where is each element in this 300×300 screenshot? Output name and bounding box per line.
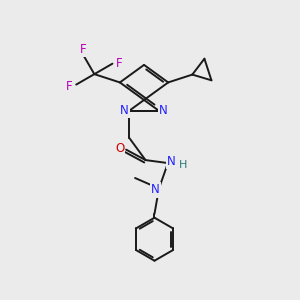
Text: N: N — [151, 183, 160, 196]
Text: F: F — [116, 57, 122, 70]
Text: N: N — [159, 104, 168, 117]
Text: H: H — [179, 160, 188, 170]
Text: F: F — [80, 43, 87, 56]
Text: F: F — [66, 80, 73, 93]
Text: N: N — [167, 155, 176, 168]
Text: N: N — [120, 104, 129, 117]
Text: O: O — [115, 142, 124, 154]
